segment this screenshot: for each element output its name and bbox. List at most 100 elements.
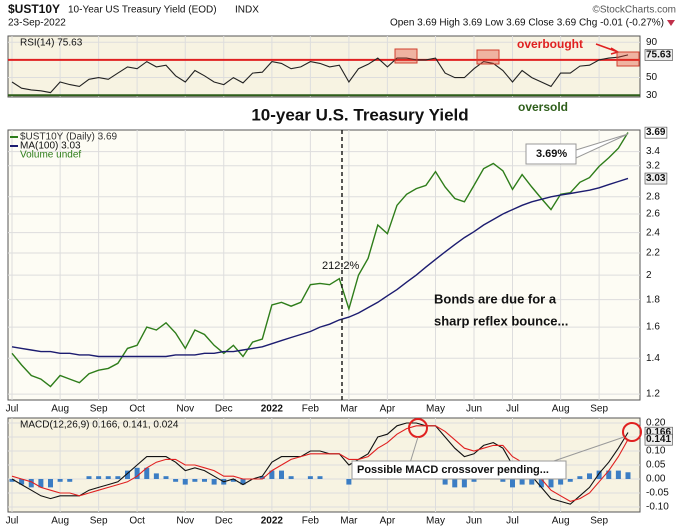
x-tick-label: Aug xyxy=(51,516,69,527)
annotation: 212.2% xyxy=(322,260,360,272)
legend-entry: MA(100) 3.03 xyxy=(20,141,81,152)
y-tick-label: 2.2 xyxy=(646,248,660,259)
date: 23-Sep-2022 xyxy=(8,18,66,29)
y-tick-label: 2 xyxy=(646,270,652,281)
y-tick-label: 1.4 xyxy=(646,353,660,364)
y-tick-label: 0.10 xyxy=(646,446,666,457)
histogram-bar xyxy=(519,478,525,485)
x-tick-label: May xyxy=(426,516,445,527)
histogram-bar xyxy=(587,473,592,479)
security-name: 10-Year US Treasury Yield (EOD) xyxy=(68,5,217,16)
quote: Open 3.69 High 3.69 Low 3.69 Close 3.69 … xyxy=(390,18,664,29)
x-tick-label: Jul xyxy=(506,404,519,415)
y-tick-label: 0.20 xyxy=(646,418,666,429)
last-value-box xyxy=(644,172,668,185)
histogram-bar xyxy=(471,478,477,482)
y-tick-label: 0.05 xyxy=(646,460,666,471)
histogram-bar xyxy=(9,478,15,482)
histogram-bar xyxy=(307,476,313,479)
x-tick-label: Aug xyxy=(552,404,570,415)
histogram-bar xyxy=(288,476,294,479)
x-tick-label: Apr xyxy=(380,404,396,415)
histogram-bar xyxy=(269,470,275,479)
histogram-bar xyxy=(115,476,121,479)
x-tick-label: Jul xyxy=(6,516,19,527)
series-line xyxy=(11,132,629,388)
y-tick-label: 90 xyxy=(646,37,658,48)
histogram-bar xyxy=(279,470,284,479)
y-tick-label: 2.4 xyxy=(646,227,660,238)
panel-background xyxy=(7,35,641,98)
histogram-bar xyxy=(558,478,564,485)
x-tick-label: Apr xyxy=(380,516,396,527)
histogram-bar xyxy=(529,478,535,485)
last-value-tag: 0.166 xyxy=(646,427,671,438)
histogram-bar xyxy=(67,478,73,482)
x-tick-label: Mar xyxy=(340,516,358,527)
histogram-bar xyxy=(461,478,467,488)
x-tick-label: Mar xyxy=(340,404,358,415)
x-tick-label: Oct xyxy=(129,404,145,415)
histogram-bar xyxy=(577,476,583,479)
histogram-bar xyxy=(134,467,140,479)
annotation: sharp reflex bounce... xyxy=(434,313,568,328)
x-tick-label: Dec xyxy=(215,516,233,527)
x-tick-label: Oct xyxy=(129,516,145,527)
exchange: INDX xyxy=(235,5,259,16)
histogram-bar xyxy=(538,478,544,488)
legend-entry: $UST10Y (Daily) 3.69 xyxy=(20,132,118,143)
histogram-bar xyxy=(28,478,34,488)
histogram-bar xyxy=(202,478,207,482)
x-tick-label: Jul xyxy=(6,404,19,415)
histogram-bar xyxy=(230,478,236,482)
x-tick-label: 2022 xyxy=(261,404,284,415)
x-tick-label: Sep xyxy=(90,404,108,415)
x-tick-label: Jun xyxy=(466,404,482,415)
last-value-box xyxy=(644,433,673,446)
y-tick-label: 30 xyxy=(646,90,658,101)
histogram-bar xyxy=(500,478,506,482)
callout-arrow xyxy=(575,133,629,159)
y-tick-label: 50 xyxy=(646,72,658,83)
histogram-bar xyxy=(548,478,554,488)
histogram-bar xyxy=(211,478,217,485)
x-tick-label: Aug xyxy=(552,516,570,527)
panel-title: 10-year U.S. Treasury Yield xyxy=(251,105,468,124)
down-arrow xyxy=(667,20,675,26)
y-tick-label: 2.6 xyxy=(646,209,660,220)
callout-box xyxy=(351,460,567,480)
source: ©StockCharts.com xyxy=(592,5,676,16)
annotation: overbought xyxy=(517,37,583,51)
y-tick-label: -0.10 xyxy=(646,502,669,513)
annotation: oversold xyxy=(518,100,568,114)
y-tick-label: 1.8 xyxy=(646,294,660,305)
annotation: Bonds are due for a xyxy=(434,291,557,306)
highlight xyxy=(616,51,640,67)
legend-entry: Volume undef xyxy=(20,150,81,161)
x-tick-label: Nov xyxy=(176,516,194,527)
panel-title: RSI(14) 75.63 xyxy=(20,38,83,49)
x-tick-label: Sep xyxy=(590,516,608,527)
last-value-tag: 3.69 xyxy=(646,127,666,138)
annotation: 3.69% xyxy=(536,148,567,160)
symbol: $UST10Y xyxy=(8,2,60,16)
x-tick-label: Feb xyxy=(302,404,320,415)
histogram-bar xyxy=(346,478,352,485)
panel-background xyxy=(7,129,641,401)
series-line xyxy=(11,177,629,358)
last-value-tag: 0.141 xyxy=(646,434,671,445)
annotation: Possible MACD crossover pending... xyxy=(357,464,549,476)
x-tick-label: 2022 xyxy=(261,516,284,527)
y-tick-label: 0.00 xyxy=(646,474,666,485)
histogram-bar xyxy=(452,478,458,488)
histogram-bar xyxy=(96,476,102,479)
x-tick-label: Sep xyxy=(90,516,108,527)
histogram-bar xyxy=(125,470,130,479)
y-tick-label: 3.4 xyxy=(646,146,660,157)
highlight xyxy=(476,49,500,65)
histogram-bar xyxy=(182,478,188,485)
x-tick-label: May xyxy=(426,404,445,415)
histogram-bar xyxy=(596,470,602,479)
histogram-bar xyxy=(567,478,573,482)
histogram-bar xyxy=(625,472,631,479)
